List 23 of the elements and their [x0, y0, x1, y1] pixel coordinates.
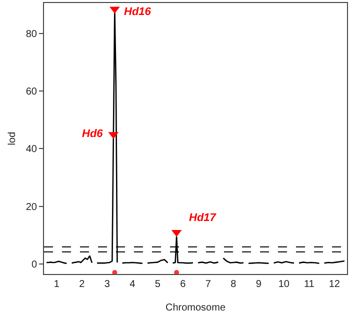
x-tick-label: 9	[256, 279, 262, 290]
point	[110, 6, 120, 14]
x-tick-label: 3	[104, 279, 110, 290]
x-tick-label: 6	[180, 279, 186, 290]
x-tick-label: 2	[79, 279, 86, 290]
y-tick-label: 40	[26, 144, 38, 156]
x-tick-label: 5	[154, 279, 161, 290]
x-tick-label: 12	[328, 279, 340, 290]
annotation: Hd17	[189, 212, 217, 224]
annotation: Hd16	[124, 6, 152, 18]
x-tick-label: 11	[304, 279, 315, 290]
x-tick-label: 7	[205, 279, 212, 290]
y-tick-label: 20	[26, 202, 38, 213]
x-tick-label: 1	[54, 279, 60, 290]
y-axis-title: lod	[6, 132, 18, 146]
x-tick-label: 4	[130, 279, 136, 290]
x-axis-title: Chromosome	[165, 302, 226, 314]
y-tick-label: 60	[26, 86, 38, 98]
annotation: Hd6	[82, 128, 104, 140]
x-tick-label: 8	[230, 279, 237, 290]
y-tick-label: 0	[31, 259, 38, 270]
x-tick-label: 10	[278, 279, 290, 290]
y-tick-label: 80	[26, 29, 38, 40]
